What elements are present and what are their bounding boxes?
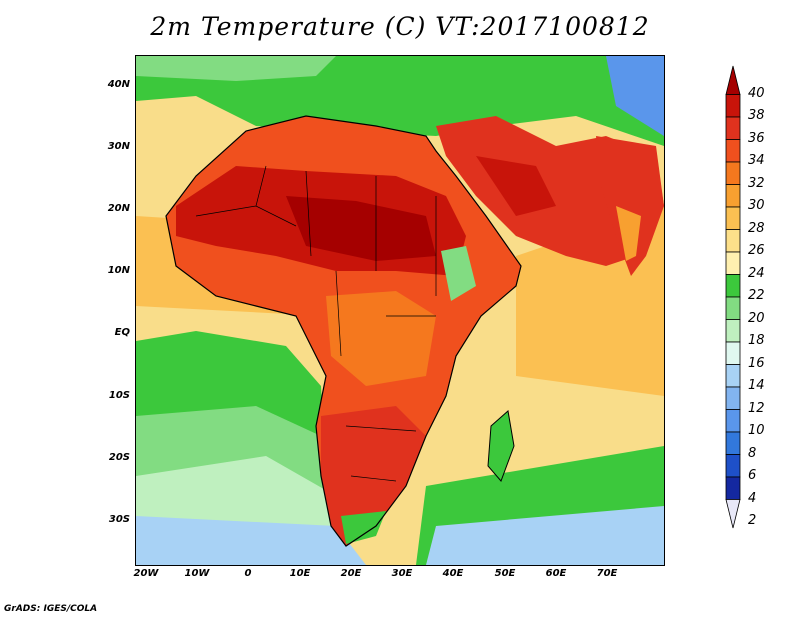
europe-lightgreen — [136, 56, 336, 81]
colorbar-level-label: 16 — [748, 355, 765, 371]
colorbar-segment — [725, 319, 741, 343]
colorbar-segment — [725, 364, 741, 388]
south-indian-blue — [426, 506, 664, 565]
colorbar-level-label: 34 — [748, 153, 765, 168]
x-tick-label: 10E — [289, 568, 311, 579]
colorbar-segment — [725, 94, 741, 118]
colorbar-segment — [725, 431, 741, 455]
colorbar-level-label: 18 — [748, 333, 765, 348]
x-tick-label: 30E — [391, 568, 413, 579]
colorbar-level-label: 30 — [748, 198, 765, 213]
colorbar — [725, 65, 741, 529]
y-tick-label: 40N — [107, 79, 130, 90]
country-borders — [195, 165, 437, 482]
colorbar-level-label: 2 — [748, 513, 757, 528]
colorbar-segment — [725, 251, 741, 275]
y-tick-label: 30S — [108, 514, 130, 525]
colorbar-level-label: 8 — [748, 445, 757, 461]
colorbar-top-arrow — [725, 65, 741, 95]
colorbar-level-label: 20 — [748, 310, 765, 326]
colorbar-level-label: 26 — [748, 243, 765, 258]
africa-coastline — [165, 115, 522, 547]
y-tick-label: 10S — [108, 390, 130, 401]
colorbar-level-label: 10 — [748, 423, 765, 438]
y-tick-label: EQ — [114, 327, 130, 338]
colorbar-segment — [725, 161, 741, 185]
colorbar-segment — [725, 476, 741, 500]
x-tick-label: 40E — [442, 568, 464, 579]
y-tick-label: 20N — [107, 203, 130, 214]
x-tick-label: 20W — [133, 568, 159, 579]
colorbar-level-label: 28 — [748, 220, 765, 236]
south-atlantic-blue — [136, 516, 366, 565]
map-canvas — [136, 56, 664, 565]
footer-credit: GrADS: IGES/COLA — [4, 604, 98, 614]
colorbar-level-label: 24 — [748, 265, 765, 281]
colorbar-segment — [725, 139, 741, 163]
x-tick-label: 10W — [184, 568, 210, 579]
india-south — [616, 206, 641, 261]
india — [596, 136, 664, 276]
colorbar-segment — [725, 206, 741, 230]
congo-basin — [326, 291, 436, 386]
colorbar-segment — [725, 341, 741, 365]
colorbar-level-label: 40 — [748, 85, 765, 101]
y-tick-label: 30N — [107, 141, 130, 152]
x-tick-label: 60E — [545, 568, 567, 579]
madagascar-coastline — [487, 410, 515, 482]
colorbar-segment — [725, 296, 741, 320]
southern-africa — [321, 406, 426, 546]
colorbar-level-label: 14 — [748, 378, 765, 393]
colorbar-segment — [725, 454, 741, 478]
colorbar-level-label: 12 — [748, 400, 765, 416]
colorbar-bottom-arrow — [725, 499, 741, 529]
x-tick-label: 70E — [596, 568, 618, 579]
colorbar-level-label: 4 — [748, 490, 757, 506]
x-tick-label: 0 — [244, 568, 252, 579]
y-tick-label: 20S — [108, 452, 130, 463]
asia-cold-blue — [606, 56, 664, 136]
ethiopian-highlands — [441, 246, 476, 301]
temperature-map — [135, 55, 665, 566]
colorbar-segment — [725, 386, 741, 410]
colorbar-level-label: 36 — [748, 130, 765, 146]
colorbar-segment — [725, 229, 741, 253]
colorbar-segment — [725, 409, 741, 433]
colorbar-level-label: 22 — [748, 288, 765, 303]
colorbar-level-label: 38 — [748, 108, 765, 123]
colorbar-level-label: 6 — [748, 468, 757, 483]
x-tick-label: 20E — [340, 568, 362, 579]
colorbar-segment — [725, 184, 741, 208]
arabia-core — [476, 156, 556, 216]
colorbar-segment — [725, 116, 741, 140]
y-tick-label: 10N — [107, 265, 130, 276]
sahara-hottest — [286, 196, 436, 261]
colorbar-segment — [725, 274, 741, 298]
map-title: 2m Temperature (C) VT:2017100812 — [150, 12, 650, 41]
x-tick-label: 50E — [494, 568, 516, 579]
cape-green — [341, 511, 386, 544]
colorbar-level-label: 32 — [748, 175, 765, 191]
